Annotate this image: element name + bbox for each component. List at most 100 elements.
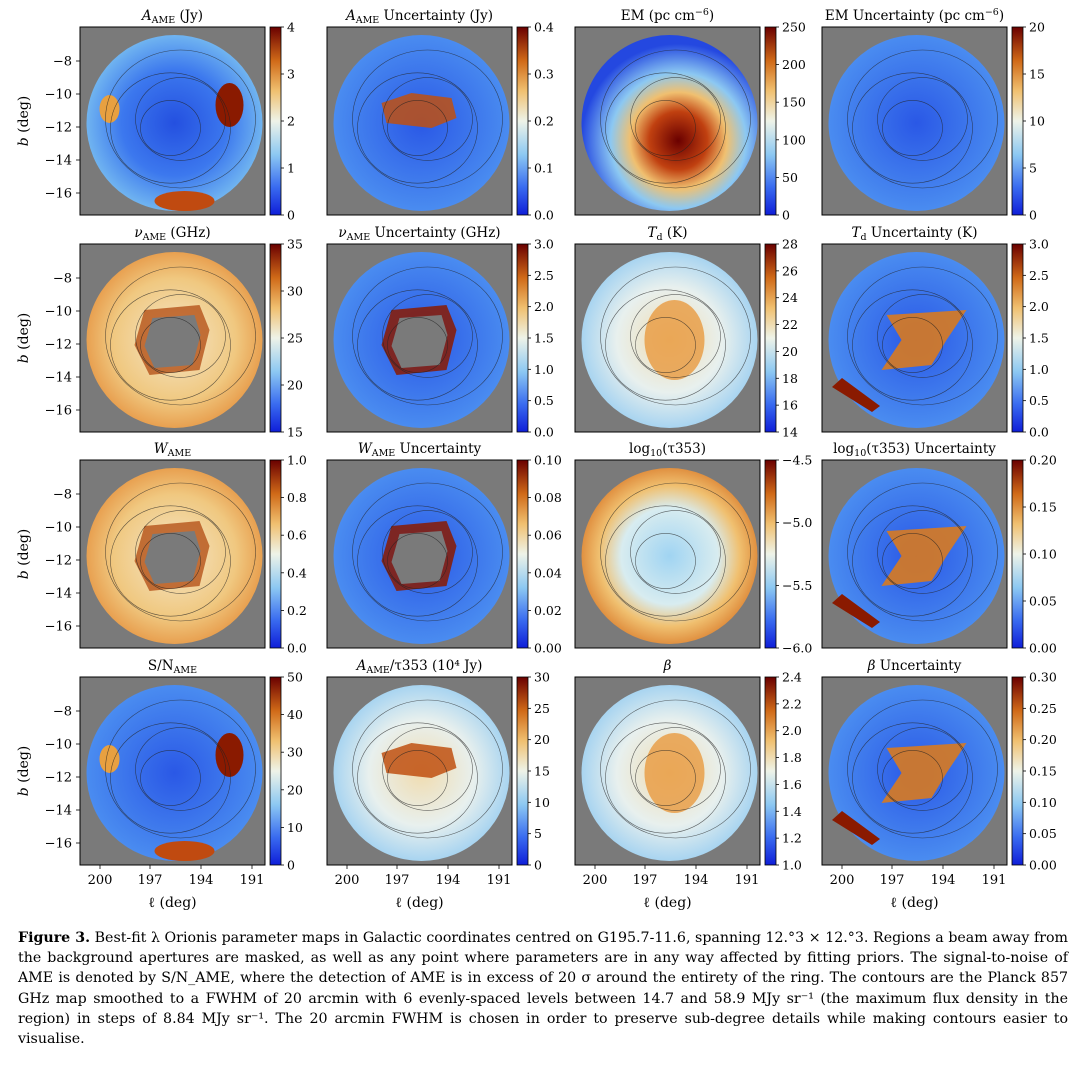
contour-line: [847, 482, 998, 622]
x-tick-label: 197: [385, 873, 410, 888]
panel-title: Td Uncertainty (K): [852, 225, 978, 243]
colorbar-tick-label: 35: [287, 237, 303, 252]
contour-line: [852, 505, 973, 617]
caption-text: Best-fit λ Orionis parameter maps in Gal…: [18, 930, 1068, 1048]
colorbar: [764, 26, 777, 216]
caption-label: Figure 3.: [18, 930, 91, 946]
colorbar: [764, 676, 777, 866]
contour-line: [352, 266, 503, 406]
x-tick-label: 191: [240, 873, 265, 888]
colorbar-tick-label: 0.02: [534, 603, 562, 618]
colorbar-tick-label: 0: [287, 208, 295, 223]
contour-line: [605, 72, 726, 184]
y-tick-label: −14: [45, 587, 72, 602]
colorbar-tick-label: 0.10: [534, 453, 562, 468]
colorbar-tick-label: 30: [534, 670, 550, 685]
colorbar-tick-label: 3: [287, 67, 295, 82]
contour-line: [110, 289, 231, 401]
map-panel: WAME 0.0 0.2 0.4 0.6 0.8 1.0 −8 −10 −12 −14 −16 b (d…: [16, 441, 307, 656]
colorbar-tick-label: 24: [782, 290, 798, 305]
colorbar-tick-label: 1.0: [534, 362, 554, 377]
contour-line: [110, 505, 231, 617]
map-panel: log10(τ353) −6.0 −5.5 −5.0 −4.5: [574, 441, 812, 656]
data-disc: [86, 35, 263, 211]
colorbar-tick-label: 0.2: [287, 603, 307, 618]
colorbar: [516, 676, 529, 866]
colorbar-tick-label: 2.0: [1029, 299, 1049, 314]
hot-spot: [154, 841, 215, 861]
masked-centre: [391, 315, 448, 368]
hot-spot: [881, 743, 967, 803]
warm-region: [644, 300, 705, 380]
y-tick-label: −12: [45, 554, 72, 569]
hot-spot: [381, 743, 457, 778]
contour-line: [135, 727, 226, 811]
hot-spot: [215, 83, 244, 127]
x-tick-label: 200: [88, 873, 113, 888]
contour-line: [635, 317, 696, 373]
y-tick-label: −8: [53, 488, 72, 503]
colorbar-tick-label: 0.20: [1029, 732, 1057, 747]
contour-line: [352, 49, 503, 189]
colorbar: [269, 243, 282, 433]
contour-line: [135, 510, 226, 594]
colorbar-tick-label: 0: [287, 858, 295, 873]
map-panel: AAME/τ353 (10⁴ Jy) 0 5 10 15 20 25 30 200 197 194 1…: [326, 658, 550, 911]
colorbar-tick-label: 0.4: [534, 20, 554, 35]
colorbar-tick-label: −6.0: [782, 641, 812, 656]
colorbar-tick-label: 1.0: [1029, 362, 1049, 377]
colorbar-tick-label: 0.0: [534, 208, 554, 223]
warm-region: [644, 733, 705, 813]
contour-line: [852, 289, 973, 401]
colorbar-tick-label: 0.5: [534, 393, 554, 408]
colorbar-tick-label: −4.5: [782, 453, 812, 468]
contour-line: [140, 317, 201, 373]
contour-line: [847, 266, 998, 406]
colorbar-tick-label: 15: [534, 764, 550, 779]
map-panel: Td Uncertainty (K) 0.0 0.5 1.0 1.5 2.0 2.5 3.0: [821, 225, 1049, 440]
colorbar-tick-label: 22: [782, 317, 798, 332]
colorbar-tick-label: 2: [287, 114, 295, 129]
contour-line: [382, 510, 473, 594]
contour-line: [600, 482, 751, 622]
y-axis-label: b (deg): [16, 96, 32, 147]
contour-line: [110, 722, 231, 834]
contour-line: [357, 722, 478, 834]
contour-line: [387, 100, 448, 156]
hot-spot: [381, 93, 457, 128]
y-tick-label: −16: [45, 404, 72, 419]
colorbar-tick-label: 0.1: [534, 161, 554, 176]
colorbar-tick-label: 0.00: [534, 641, 562, 656]
contour-line: [877, 77, 968, 161]
contour-line: [882, 317, 943, 373]
contour-line: [357, 72, 478, 184]
hot-spot: [99, 95, 120, 123]
map-panel: EM (pc cm−6) 0 50 100 150 200 250: [574, 7, 806, 223]
contour-line: [387, 317, 448, 373]
colorbar-tick-label: 25: [534, 701, 550, 716]
colorbar-tick-label: 1.4: [782, 804, 802, 819]
map-panel: νAME Uncertainty (GHz) 0.0 0.5 1.0 1.5 2.0 2.5…: [326, 225, 554, 440]
panel-title: EM (pc cm−6): [621, 7, 714, 24]
x-tick-label: 200: [335, 873, 360, 888]
masked-centre: [144, 531, 201, 584]
y-tick-label: −10: [45, 305, 72, 320]
colorbar-tick-label: 50: [782, 170, 798, 185]
hot-spot: [881, 310, 967, 370]
map-panel: AAME (Jy) 0 1 2 3 4 −8 −10 −12 −14 −16 b (deg): [16, 8, 295, 223]
x-axis-label: ℓ (deg): [643, 895, 691, 911]
panel-title: AAME Uncertainty (Jy): [344, 8, 493, 26]
y-tick-label: −14: [45, 371, 72, 386]
colorbar-tick-label: 0.8: [287, 490, 307, 505]
colorbar-tick-label: 40: [287, 707, 303, 722]
x-axis-label: ℓ (deg): [890, 895, 938, 911]
panel-title: β Uncertainty: [867, 658, 962, 674]
masked-centre: [144, 315, 201, 368]
y-tick-label: −14: [45, 804, 72, 819]
colorbar: [269, 676, 282, 866]
contour-line: [877, 294, 968, 378]
y-axis-label: b (deg): [16, 746, 32, 797]
colorbar-tick-label: 20: [287, 378, 303, 393]
map-panel: EM Uncertainty (pc cm−6) 0 5 10 15 20: [821, 7, 1045, 223]
contour-line: [135, 294, 226, 378]
